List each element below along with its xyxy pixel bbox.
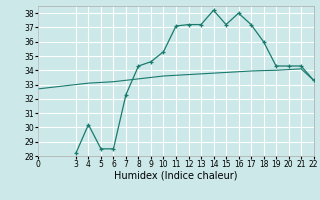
X-axis label: Humidex (Indice chaleur): Humidex (Indice chaleur) (114, 171, 238, 181)
